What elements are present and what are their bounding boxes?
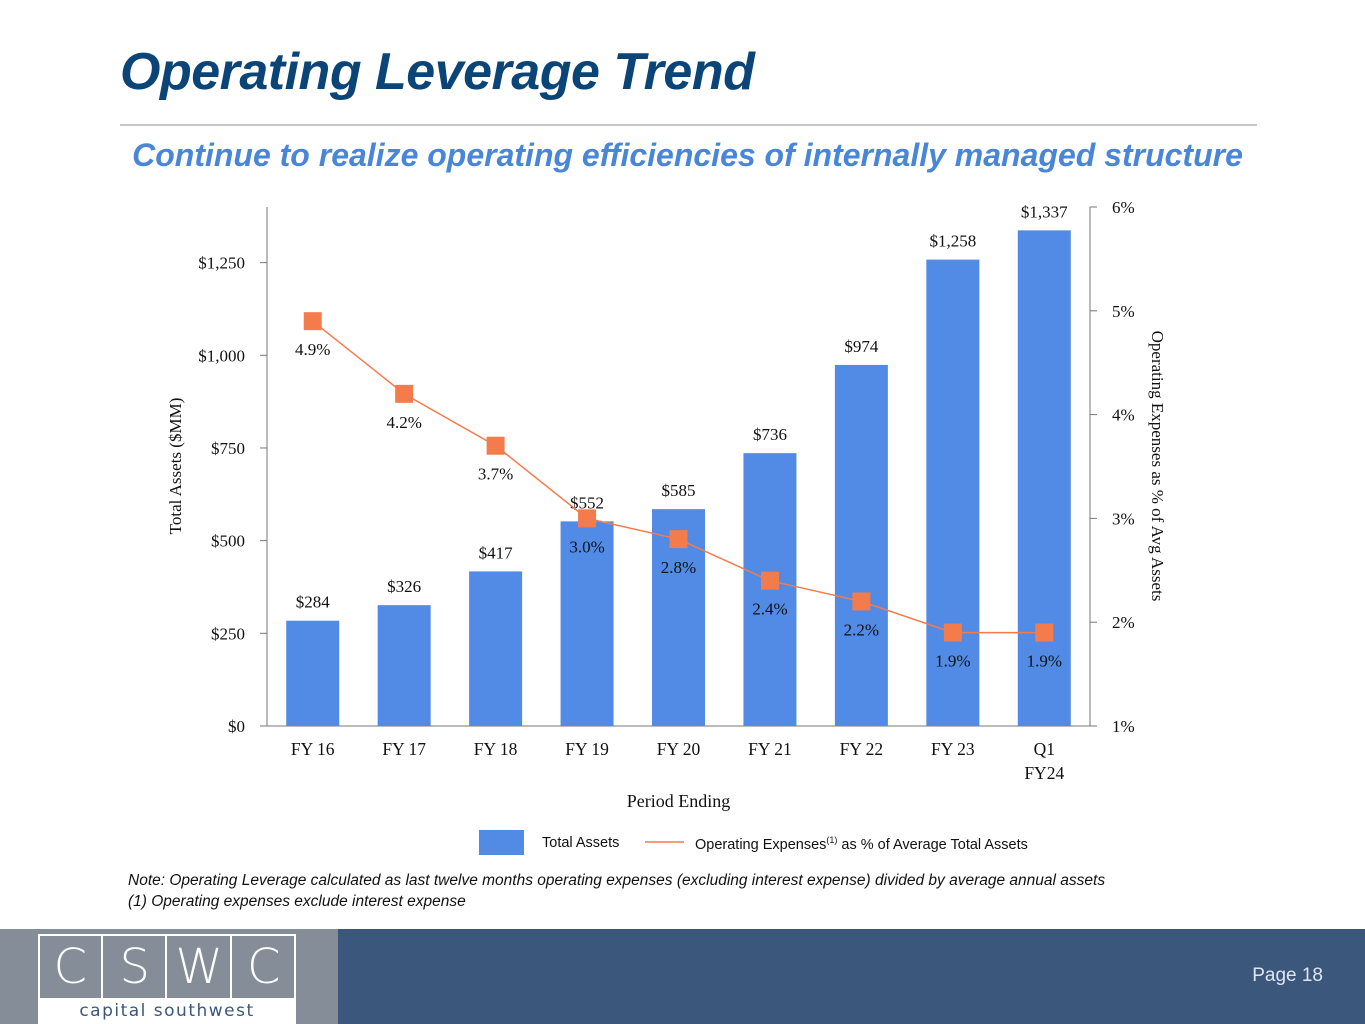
- y-axis-title: Total Assets ($MM): [166, 398, 185, 535]
- y-tick-label: $500: [211, 532, 245, 551]
- y-tick-label: $750: [211, 439, 245, 458]
- line-value-label: 1.9%: [935, 652, 970, 671]
- y-tick-label: $1,000: [198, 346, 245, 365]
- x-tick-label: FY 17: [382, 739, 426, 759]
- logo-letter: W: [169, 936, 232, 998]
- line-value-label: 2.2%: [844, 620, 879, 639]
- x-tick-label: FY 21: [748, 739, 792, 759]
- y2-tick-label: 4%: [1112, 406, 1135, 425]
- note-line-2: (1) Operating expenses exclude interest …: [128, 893, 466, 910]
- x-tick-label: FY 22: [840, 739, 884, 759]
- y2-tick-label: 5%: [1112, 302, 1135, 321]
- bar-total-assets: [469, 571, 523, 726]
- bar-total-assets: [1017, 230, 1071, 727]
- x-tick-label: Q1: [1034, 739, 1055, 759]
- x-tick-label: FY24: [1024, 763, 1064, 783]
- legend-label-operating-expenses: Operating Expenses(1) as % of Average To…: [695, 835, 1028, 853]
- note-line-1: Note: Operating Leverage calculated as l…: [128, 872, 1106, 889]
- bar-value-label: $284: [296, 593, 331, 612]
- bar-value-label: $1,258: [929, 232, 976, 251]
- y-tick-label: $0: [228, 717, 245, 736]
- logo-letter: C: [233, 936, 294, 998]
- bar-total-assets: [377, 605, 431, 726]
- x-axis-title: Period Ending: [627, 791, 731, 811]
- x-tick-label: FY 20: [657, 739, 701, 759]
- page-number: Page 18: [1252, 965, 1323, 986]
- logo-letter: S: [104, 936, 167, 998]
- bar-value-label: $552: [570, 493, 604, 512]
- logo-letter-grid: C S W C: [40, 936, 294, 998]
- legend-line-label-footnote: (1): [826, 835, 838, 845]
- line-value-label: 1.9%: [1027, 652, 1062, 671]
- bar-value-label: $1,337: [1021, 202, 1068, 221]
- legend-label-total-assets: Total Assets: [542, 835, 620, 851]
- bar-value-label: $974: [844, 337, 879, 356]
- title-divider: [120, 124, 1257, 126]
- page-subtitle: Continue to realize operating efficienci…: [132, 137, 1243, 173]
- footnotes: Note: Operating Leverage calculated as l…: [128, 870, 1105, 912]
- line-point-marker: [669, 530, 688, 549]
- y2-axis-title: Operating Expenses as % of Avg Assets: [1148, 331, 1167, 602]
- bar-total-assets: [834, 364, 888, 726]
- line-point-marker: [943, 623, 962, 642]
- line-point-marker: [852, 592, 871, 611]
- chart: $0 $250 $500 $750 $1,000 $1,250 1% 2% 3% 4% 5% 6% To…: [166, 198, 1167, 855]
- y2-tick-label: 6%: [1112, 198, 1135, 217]
- line-value-label: 3.7%: [478, 465, 513, 484]
- bar-total-assets: [286, 620, 340, 726]
- x-tick-label: FY 19: [565, 739, 609, 759]
- y2-tick-label: 1%: [1112, 717, 1135, 736]
- logo-tagline: capital southwest: [79, 1001, 255, 1021]
- line-point-marker: [760, 571, 779, 590]
- bar-value-label: $326: [387, 577, 421, 596]
- bar-value-label: $736: [753, 425, 787, 444]
- line-point-marker: [486, 436, 505, 455]
- line-value-label: 2.8%: [661, 558, 696, 577]
- bar-total-assets: [560, 521, 614, 726]
- line-value-label: 2.4%: [752, 600, 787, 619]
- x-tick-label: FY 16: [291, 739, 335, 759]
- legend-line-label-rest: as % of Average Total Assets: [837, 836, 1028, 853]
- legend-line-label-main: Operating Expenses: [695, 836, 827, 853]
- y-tick-label: $250: [211, 624, 245, 643]
- line-value-label: 4.9%: [295, 340, 330, 359]
- y2-tick-label: 2%: [1112, 613, 1135, 632]
- line-value-label: 4.2%: [386, 413, 421, 432]
- line-value-label: 3.0%: [569, 537, 604, 556]
- line-point-marker: [1035, 623, 1054, 642]
- legend-swatch-total-assets: [479, 830, 524, 855]
- x-tick-label: FY 23: [931, 739, 975, 759]
- footer-bar: C S W C capital southwest Page 18: [0, 929, 1365, 1024]
- logo-letter: C: [40, 936, 103, 998]
- page-title: Operating Leverage Trend: [120, 43, 755, 101]
- line-point-marker: [303, 312, 322, 331]
- bar-total-assets: [926, 259, 980, 726]
- y2-tick-label: 3%: [1112, 509, 1135, 528]
- bar-value-label: $585: [662, 481, 696, 500]
- y-tick-label: $1,250: [198, 254, 245, 273]
- line-point-marker: [578, 509, 597, 528]
- footer-logo-panel: C S W C capital southwest: [0, 929, 338, 1024]
- x-tick-label: FY 18: [474, 739, 518, 759]
- line-point-marker: [395, 384, 414, 403]
- company-logo: C S W C capital southwest: [38, 934, 296, 1024]
- bar-value-label: $417: [479, 543, 514, 562]
